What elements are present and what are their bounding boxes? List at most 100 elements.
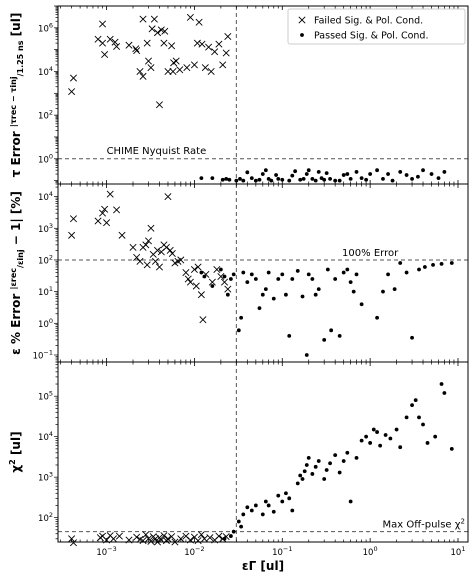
y-label-chi: χ xyxy=(9,465,23,473)
passed-point xyxy=(260,292,265,297)
y-tick-label: 103 xyxy=(38,222,53,235)
y-tick-exponent: 4 xyxy=(49,190,53,198)
passed-point xyxy=(306,272,311,277)
x-tick-exponent: 1 xyxy=(461,545,465,553)
panel-frame xyxy=(57,361,469,543)
failed-point xyxy=(164,193,172,201)
passed-point xyxy=(253,503,258,508)
passed-point xyxy=(341,270,346,275)
y-label-numerator: |εrec xyxy=(9,268,18,290)
passed-point xyxy=(439,262,444,266)
y-tick-base: 10 xyxy=(38,225,49,235)
y-tick-label: 104 xyxy=(38,190,53,203)
y-tick-label: 102 xyxy=(38,511,53,524)
x-tick-exponent: 0 xyxy=(373,545,377,553)
failed-point xyxy=(106,35,114,43)
passed-point xyxy=(333,277,338,281)
passed-point xyxy=(439,382,444,386)
passed-point xyxy=(284,491,288,496)
failed-point xyxy=(211,48,219,56)
x-tick-exponent: −2 xyxy=(195,545,205,553)
passed-point xyxy=(202,274,207,279)
offpulse-label-main: Max Off-pulse χ xyxy=(383,520,461,531)
passed-point xyxy=(316,287,321,292)
passed-point xyxy=(429,172,434,176)
failed-point xyxy=(147,537,155,545)
passed-point xyxy=(222,536,227,541)
failed-point xyxy=(198,40,206,48)
passed-point xyxy=(306,168,311,173)
passed-point xyxy=(381,176,385,181)
passed-point xyxy=(416,174,420,179)
failed-point xyxy=(133,253,141,261)
failed-point xyxy=(142,531,150,539)
failed-point xyxy=(99,39,107,47)
failed-point xyxy=(197,531,205,539)
legend-marker-passed xyxy=(300,33,304,37)
y-tick-label: 102 xyxy=(38,109,53,122)
y-tick-exponent: −1 xyxy=(43,348,53,356)
passed-point xyxy=(328,176,332,181)
failed-point xyxy=(115,532,123,540)
passed-point xyxy=(287,178,292,183)
failed-point xyxy=(219,61,227,69)
passed-point xyxy=(302,469,307,474)
x-tick-label: 101 xyxy=(451,545,466,558)
failed-point xyxy=(153,29,162,37)
failed-point xyxy=(207,67,215,76)
passed-point xyxy=(345,450,350,455)
passed-point xyxy=(316,459,321,463)
passed-point xyxy=(290,508,295,513)
offpulse-label: Max Off-pulse χ2 xyxy=(383,518,465,531)
passed-point xyxy=(199,270,204,275)
failed-point xyxy=(143,39,151,47)
passed-point xyxy=(354,170,359,174)
passed-point xyxy=(368,441,373,445)
failed-point xyxy=(118,231,126,239)
failed-point xyxy=(206,534,214,542)
y-tick-exponent: 3 xyxy=(49,471,53,479)
passed-point xyxy=(351,289,356,294)
passed-point xyxy=(271,296,276,301)
failed-point xyxy=(68,88,76,96)
y-label-prefix: τ Error xyxy=(9,127,23,177)
passed-point xyxy=(337,334,342,338)
passed-point xyxy=(298,473,303,478)
legend-entry-label: Passed Sig. & Pol. Cond. xyxy=(314,31,428,42)
passed-point xyxy=(245,170,250,175)
passed-point xyxy=(241,178,246,183)
passed-point xyxy=(322,337,327,342)
passed-point xyxy=(359,176,364,181)
passed-point xyxy=(276,493,281,498)
passed-point xyxy=(249,176,254,181)
failed-point xyxy=(168,533,176,541)
passed-point xyxy=(263,168,268,173)
error-threshold-label: 100% Error xyxy=(342,248,399,259)
passed-point xyxy=(442,391,447,395)
failed-point xyxy=(161,27,169,35)
passed-point xyxy=(313,178,318,183)
passed-point xyxy=(431,262,435,267)
passed-point xyxy=(375,430,379,434)
passed-point xyxy=(378,443,383,448)
failed-point xyxy=(184,275,192,283)
passed-point xyxy=(271,509,276,514)
passed-point xyxy=(348,499,353,504)
legend-marker-failed xyxy=(298,16,306,24)
y-tick-base: 10 xyxy=(38,193,49,203)
y-label-numerator: |τrec − τinj xyxy=(9,76,18,127)
failed-point xyxy=(99,20,107,28)
passed-point xyxy=(224,176,229,181)
passed-point xyxy=(394,427,399,432)
passed-point xyxy=(333,453,338,458)
passed-point xyxy=(322,477,327,481)
failed-point xyxy=(113,206,121,214)
passed-point xyxy=(245,280,250,284)
passed-point xyxy=(234,178,239,183)
passed-point xyxy=(398,445,403,450)
y-tick-label: 100 xyxy=(38,317,53,330)
y-label-exp: 2 xyxy=(8,459,17,465)
